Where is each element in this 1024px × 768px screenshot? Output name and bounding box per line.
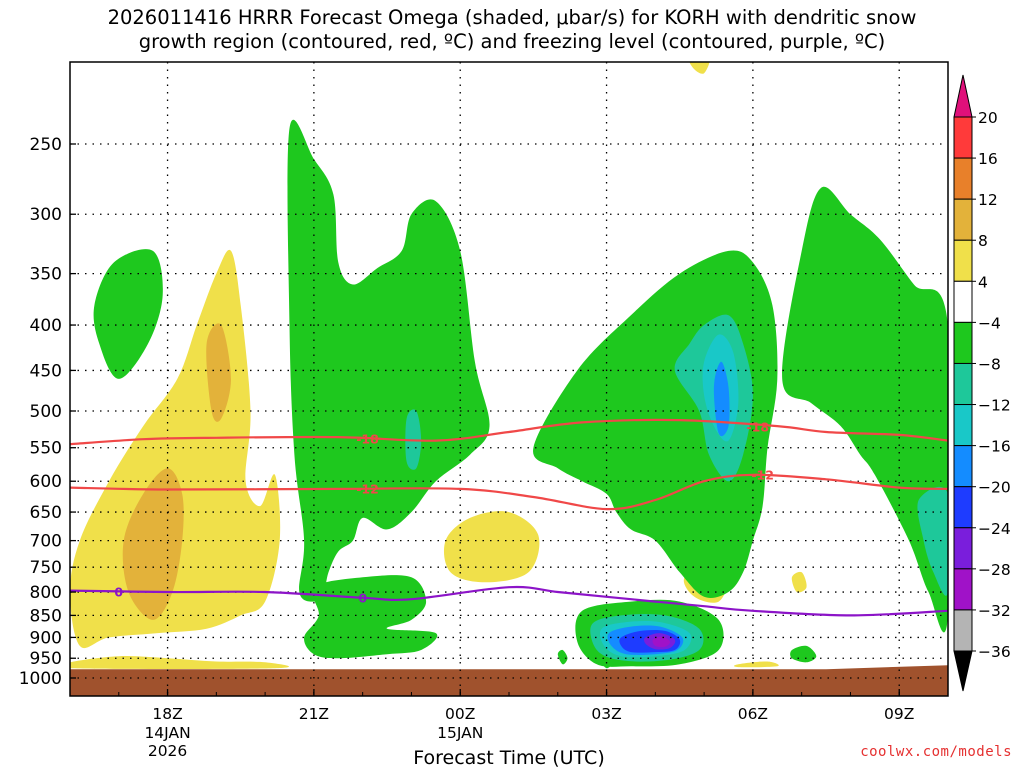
x-tick-label: 09Z: [884, 705, 914, 723]
chart-subtitle: growth region (contoured, red, ºC) and f…: [138, 30, 886, 53]
omega-region: [93, 249, 163, 379]
colorbar-swatch: [953, 321, 973, 364]
colorbar-swatch: [953, 527, 973, 570]
omega-region: [70, 656, 289, 669]
colorbar-label: 16: [978, 150, 998, 168]
y-tick-label: 250: [30, 135, 62, 155]
y-tick-label: 300: [30, 205, 62, 225]
colorbar-label: 20: [978, 109, 998, 127]
colorbar-label: 12: [978, 191, 998, 209]
y-tick-label: 800: [30, 583, 62, 603]
colorbar-label: −12: [978, 397, 1011, 415]
omega-region: [713, 361, 730, 437]
contour-label: -18: [746, 419, 769, 434]
x-tick-label: 00Z: [445, 705, 475, 723]
credit-text: coolwx.com/models: [860, 744, 1012, 760]
terrain-fill: [70, 665, 948, 696]
contour-label: -12: [751, 467, 774, 482]
x-tick-label: 2026: [148, 742, 187, 760]
grid: [70, 62, 948, 696]
omega-region: [122, 468, 184, 620]
colorbar-label: −8: [978, 355, 1001, 373]
omega-region: [557, 649, 568, 665]
y-tick-label: 1000: [19, 669, 62, 689]
colorbar-swatch: [953, 486, 973, 529]
colorbar-label: −36: [978, 643, 1011, 661]
colorbar-swatch: [953, 280, 973, 323]
colorbar-label: −16: [978, 438, 1011, 456]
y-tick-label: 400: [30, 316, 62, 336]
y-tick-label: 450: [30, 361, 62, 381]
colorbar-swatch: [953, 609, 973, 652]
omega-shading: [70, 62, 948, 669]
colorbar-label: −24: [978, 520, 1011, 538]
y-tick-label: 850: [30, 606, 62, 626]
contour-line: [70, 418, 948, 446]
contour-line: [70, 585, 948, 617]
omega-region: [782, 186, 948, 633]
y-tick-label: 500: [30, 402, 62, 422]
colorbar-label: −4: [978, 314, 1001, 332]
chart-title: 2026011416 HRRR Forecast Omega (shaded, …: [107, 6, 917, 29]
colorbar-top-arrow: [953, 74, 973, 118]
x-tick-label: 14JAN: [144, 724, 190, 742]
x-tick-label: 03Z: [591, 705, 621, 723]
y-tick-label: 900: [30, 628, 62, 648]
omega-region: [304, 575, 438, 659]
omega-region: [443, 511, 540, 583]
colorbar-swatch: [953, 116, 973, 159]
temperature-contours: -18 -18 -12 -12 0 0: [70, 418, 948, 617]
colorbar-label: 8: [978, 232, 988, 250]
contour-label: 0: [358, 590, 367, 605]
y-tick-label: 650: [30, 503, 62, 523]
colorbar-swatch: [953, 362, 973, 406]
contour-line: [70, 473, 948, 511]
omega-region: [287, 119, 490, 602]
colorbar-bottom-arrow: [953, 650, 973, 692]
x-tick-label: 06Z: [738, 705, 768, 723]
x-tick-label: 21Z: [299, 705, 329, 723]
omega-region: [206, 323, 231, 422]
ground-surface: [70, 665, 948, 696]
colorbar-legend: 20 16 12 8 4 −4 −8 −12 −16 −20 −24 −28 −32 −36: [953, 74, 1011, 692]
colorbar-label: 4: [978, 273, 988, 291]
y-tick-label: 350: [30, 265, 62, 285]
contour-label: 0: [114, 585, 123, 600]
omega-region: [689, 62, 710, 74]
colorbar-swatch: [953, 445, 973, 488]
y-axis: 2503003504004505005506006507007508008509…: [19, 135, 76, 689]
colorbar-label: −20: [978, 479, 1011, 497]
colorbar-swatch: [953, 157, 973, 200]
contour-label: -18: [356, 432, 379, 447]
colorbar-swatch: [953, 568, 973, 611]
y-tick-label: 600: [30, 472, 62, 492]
x-tick-label: 18Z: [152, 705, 182, 723]
x-axis-label: Forecast Time (UTC): [413, 747, 604, 768]
omega-region: [790, 645, 817, 663]
colorbar-swatch: [953, 404, 973, 447]
omega-region: [734, 661, 779, 668]
colorbar-label: −28: [978, 561, 1011, 579]
y-tick-label: 550: [30, 439, 62, 459]
contour-label: -12: [356, 481, 379, 496]
colorbar-swatch: [953, 198, 973, 241]
x-tick-label: 15JAN: [437, 724, 483, 742]
omega-region: [917, 487, 948, 596]
colorbar-swatch: [953, 239, 973, 282]
colorbar-label: −32: [978, 602, 1011, 620]
omega-region: [652, 636, 671, 648]
y-tick-label: 950: [30, 649, 62, 669]
omega-region: [791, 571, 807, 593]
y-tick-label: 700: [30, 532, 62, 552]
y-tick-label: 750: [30, 558, 62, 578]
